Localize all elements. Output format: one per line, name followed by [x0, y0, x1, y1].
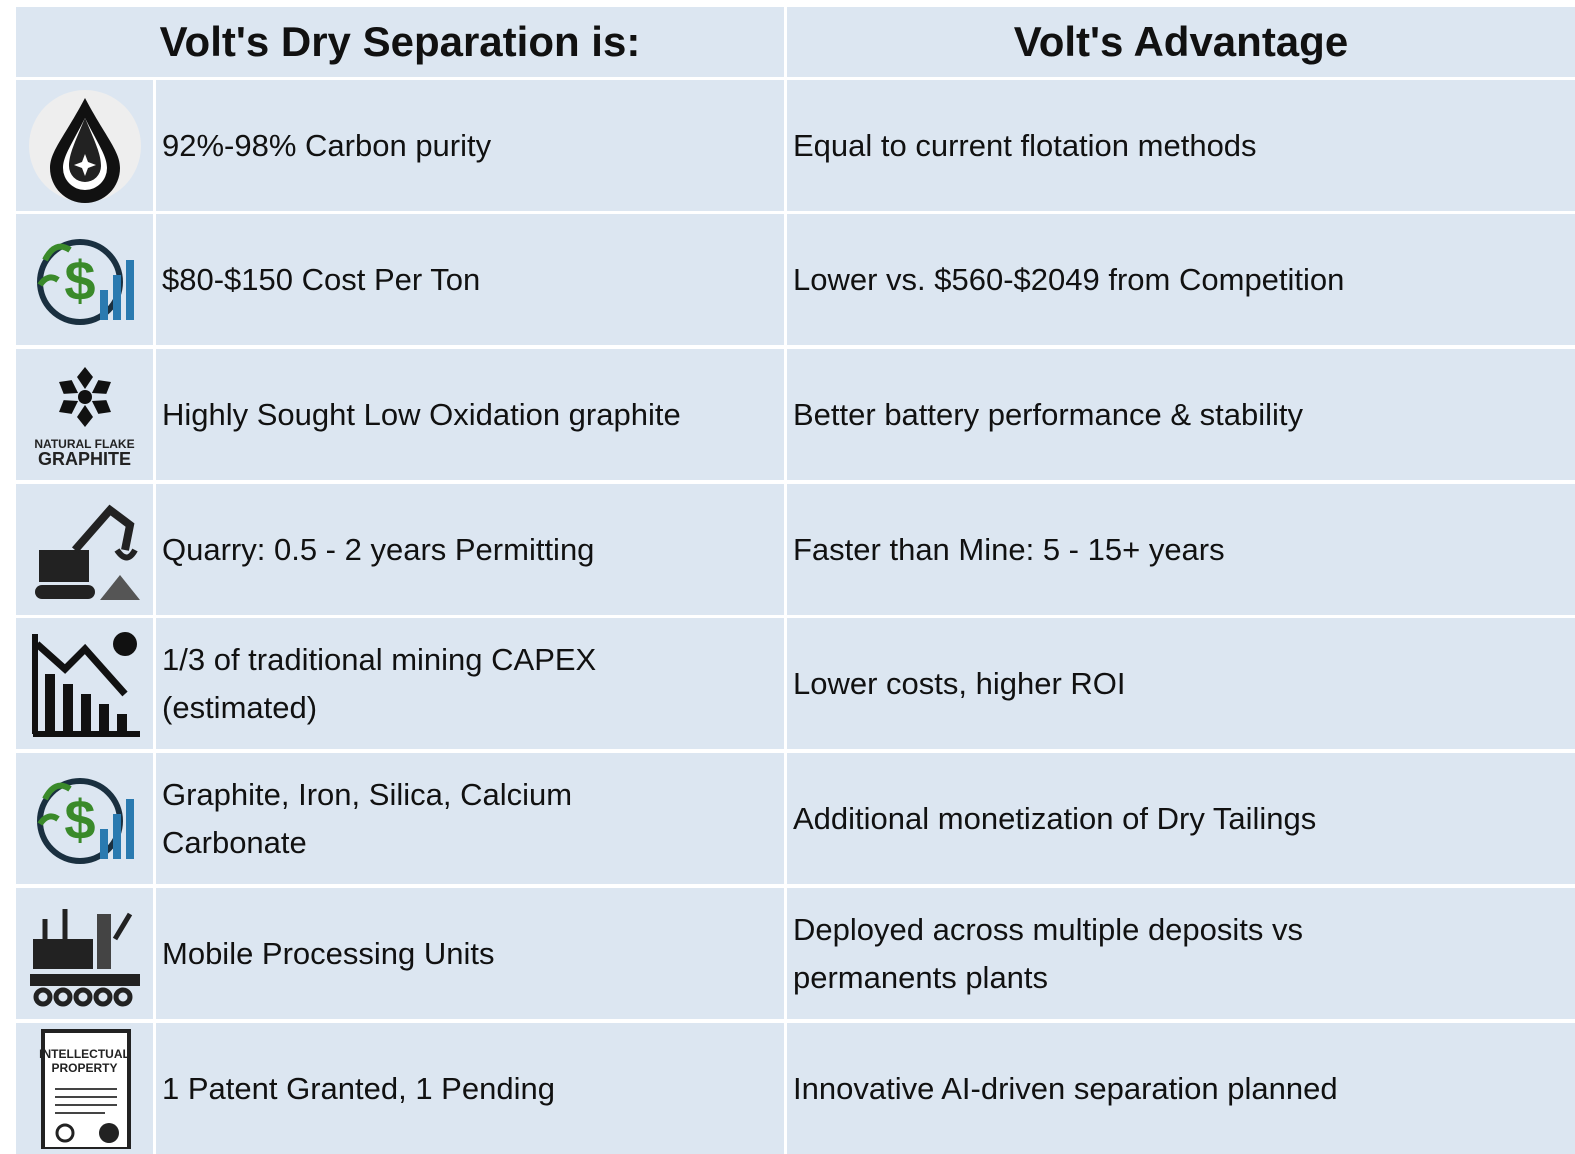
icon-label: NATURAL FLAKE	[34, 437, 135, 451]
header-text: Volt's Advantage	[1013, 18, 1349, 65]
feature-text: Carbonate	[162, 824, 307, 860]
svg-text:$: $	[64, 788, 95, 851]
header-text: Volt's Dry Separation is:	[159, 18, 641, 65]
advantage-text: Better battery performance & stability	[793, 396, 1304, 432]
feature-cell: 92%-98% Carbon purity	[156, 80, 784, 211]
icon-cell	[16, 484, 153, 615]
icon-cell: $	[16, 214, 153, 345]
feature-text: Graphite, Iron, Silica, Calcium	[162, 776, 573, 812]
icon	[40, 1028, 131, 1149]
advantage-text: permanents plants	[793, 959, 1049, 995]
icon: $	[36, 238, 134, 325]
advantage-cell: Equal to current flotation methods	[787, 80, 1575, 211]
icon	[29, 908, 140, 1006]
feature-text: Quarry: 0.5 - 2 years Permitting	[162, 531, 595, 567]
icon-label: GRAPHITE	[37, 449, 131, 469]
advantage-text: Equal to current flotation methods	[793, 127, 1257, 163]
icon	[31, 631, 140, 737]
advantage-cell: Faster than Mine: 5 - 15+ years	[787, 484, 1575, 615]
feature-cell: $80-$150 Cost Per Ton	[156, 214, 784, 345]
advantage-cell: Better battery performance & stability	[787, 349, 1575, 480]
feature-cell: 1/3 of traditional mining CAPEX (estimate…	[156, 618, 784, 749]
svg-text:$: $	[64, 249, 95, 312]
feature-text: $80-$150 Cost Per Ton	[162, 261, 481, 297]
feature-text: 92%-98% Carbon purity	[162, 127, 492, 163]
icon	[28, 89, 141, 203]
advantage-cell: Lower costs, higher ROI	[787, 618, 1575, 749]
advantage-text: Lower vs. $560-$2049 from Competition	[793, 261, 1345, 297]
feature-text: Mobile Processing Units	[162, 935, 495, 971]
icon-cell	[16, 80, 153, 211]
advantage-cell: Lower vs. $560-$2049 from Competition	[787, 214, 1575, 345]
advantage-cell: Innovative AI-driven separation planned	[787, 1023, 1575, 1154]
icon	[54, 366, 115, 427]
advantage-text: Lower costs, higher ROI	[793, 665, 1126, 701]
feature-text: 1/3 of traditional mining CAPEX	[162, 641, 597, 677]
icon	[34, 504, 140, 600]
advantage-text: Additional monetization of Dry Tailings	[793, 800, 1317, 836]
icon-cell: $	[16, 753, 153, 884]
feature-cell: 1 Patent Granted, 1 Pending	[156, 1023, 784, 1154]
icon-cell: INTELLECTUAL PROPERTY	[16, 1023, 153, 1154]
advantage-cell: Additional monetization of Dry Tailings	[787, 753, 1575, 884]
advantage-text: Deployed across multiple deposits vs	[793, 911, 1304, 947]
header-cell: Volt's Dry Separation is:	[16, 7, 784, 77]
icon-label: PROPERTY	[51, 1061, 118, 1075]
feature-text: 1 Patent Granted, 1 Pending	[162, 1070, 555, 1106]
feature-cell: Quarry: 0.5 - 2 years Permitting	[156, 484, 784, 615]
advantage-text: Innovative AI-driven separation planned	[793, 1070, 1338, 1106]
feature-cell: Mobile Processing Units	[156, 888, 784, 1019]
icon: $	[36, 777, 134, 864]
icon-cell	[16, 888, 153, 1019]
feature-cell: Highly Sought Low Oxidation graphite	[156, 349, 784, 480]
icon-cell: NATURAL FLAKE GRAPHITE	[16, 349, 153, 480]
icon-cell	[16, 618, 153, 749]
feature-text: (estimated)	[162, 689, 318, 725]
advantage-text: Faster than Mine: 5 - 15+ years	[793, 531, 1225, 567]
icon-label: INTELLECTUAL	[39, 1047, 130, 1061]
header-cell: Volt's Advantage	[787, 7, 1575, 77]
advantage-cell: Deployed across multiple deposits vs perm…	[787, 888, 1575, 1019]
feature-cell: Graphite, Iron, Silica, Calcium Carbonate	[156, 753, 784, 884]
feature-text: Highly Sought Low Oxidation graphite	[162, 396, 681, 432]
